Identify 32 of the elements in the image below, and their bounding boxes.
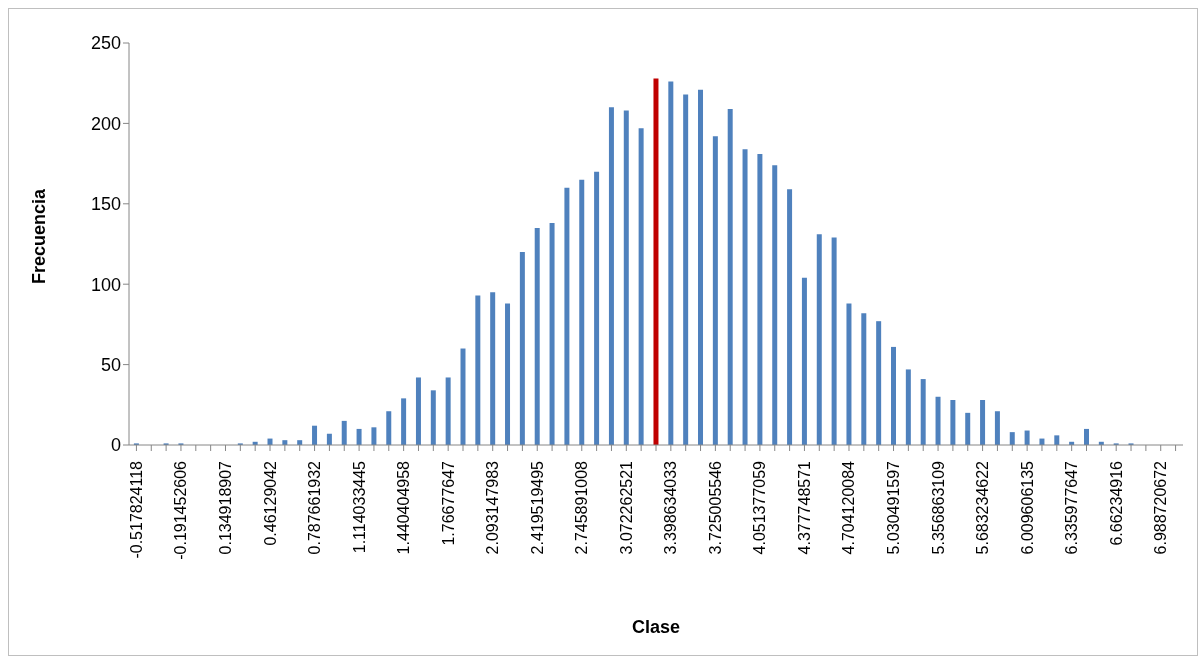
x-tick-label: 3.072262521 [617,460,635,555]
y-tick-label: 0 [110,435,121,456]
x-tick-label: 2.745891008 [573,460,591,555]
x-tick-label: 4.704120084 [840,460,858,555]
x-tick-label: 0.787661932 [306,460,324,555]
y-tick-label: 200 [90,113,121,134]
x-tick-label: 3.398634033 [662,460,680,555]
x-tick-label: 0.46129042 [261,460,279,546]
x-tick-label: 3.725005546 [706,460,724,555]
x-tick-label: 6.66234916 [1107,460,1125,546]
x-tick-label: 0.134918907 [216,460,234,555]
x-tick-label: 1.76677647 [439,460,457,546]
y-axis-title: Frecuencia [29,187,50,284]
x-axis-title: Clase [631,617,681,637]
x-tick-label: 5.030491597 [885,460,903,555]
x-tick-label: 4.051377059 [751,460,769,555]
y-tick-label: 100 [90,274,121,295]
x-tick-label: 1.440404958 [395,460,413,555]
x-tick-label: 2.419519495 [528,460,546,555]
x-tick-label: 6.335977647 [1063,460,1081,555]
x-tick-label: 5.356863109 [929,460,947,555]
x-tick-label: 4.377748571 [795,460,813,555]
x-tick-label: -0.191452606 [172,460,190,560]
x-tick-label: 5.683234622 [974,460,992,555]
x-tick-label: 1.114033445 [350,460,368,554]
y-tick-label: 150 [90,194,121,215]
x-tick-label: 6.009606135 [1018,460,1036,555]
x-tick-label: 6.988720672 [1152,460,1170,555]
y-tick-label: 50 [100,354,121,375]
y-tick-label: 250 [90,33,121,54]
x-tick-label: -0.517824118 [127,460,145,559]
x-tick-label: 2.093147983 [484,460,502,555]
